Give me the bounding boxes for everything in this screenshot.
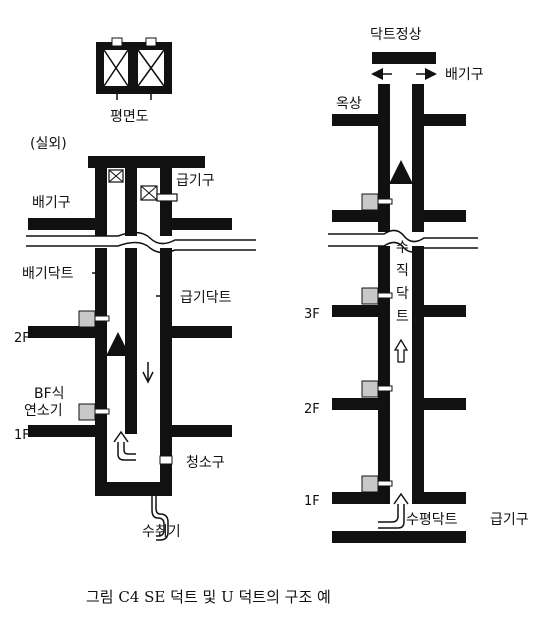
horizontal-duct-label: 수평닥트 bbox=[406, 512, 458, 528]
plan-view-diagram: 평면도 bbox=[96, 37, 172, 125]
cleanout-label: 청소구 bbox=[186, 455, 225, 471]
duct-top-label: 닥트정상 bbox=[370, 27, 422, 43]
exhaust-duct-outer-wall bbox=[95, 166, 107, 496]
duct-top-cap bbox=[88, 156, 205, 168]
vertical-duct-char-4: 트 bbox=[396, 309, 409, 325]
supply-inlet-pipe bbox=[156, 193, 178, 202]
vertical-duct-char-1: 수 bbox=[396, 240, 409, 256]
vertical-duct-char-3: 닥 bbox=[396, 286, 409, 302]
vertical-duct-char-2: 직 bbox=[396, 263, 409, 279]
floor-1f-label-left: 1F bbox=[14, 428, 30, 443]
ground-slab-right bbox=[332, 531, 466, 543]
floor-2f-label-right: 2F bbox=[304, 402, 320, 417]
outdoor-label: (실외) bbox=[30, 136, 67, 152]
vertical-duct-diagram: 닥트정상 배기구 옥상 수 직 닥 트 3F bbox=[304, 27, 529, 543]
duct-bottom bbox=[95, 482, 172, 496]
bf-heater-label-line2: 연소기 bbox=[24, 403, 63, 419]
supply-inlet-label-right: 급기구 bbox=[490, 512, 529, 528]
plan-view-label: 평면도 bbox=[110, 109, 149, 125]
duct-partition bbox=[125, 166, 137, 434]
supply-duct-outer-wall bbox=[160, 166, 172, 496]
supply-duct-label: 급기닥트 bbox=[180, 290, 232, 306]
exhaust-duct-label: 배기닥트 bbox=[22, 266, 74, 282]
figure-caption: 그림 C4 SE 덕트 및 U 덕트의 구조 예 bbox=[86, 588, 331, 606]
roof-label: 옥상 bbox=[336, 96, 362, 112]
exhaust-outlet-label: 배기구 bbox=[32, 195, 71, 211]
u-duct-diagram: (실외) 급기구 배기구 배기닥트 급기닥트 bbox=[14, 136, 256, 541]
duct-top-cap-right bbox=[372, 52, 436, 64]
floor-2f-label-left: 2F bbox=[14, 331, 30, 346]
floor-3f-label: 3F bbox=[304, 307, 320, 322]
floor-1f-label-right: 1F bbox=[304, 494, 320, 509]
supply-inlet-label: 급기구 bbox=[176, 173, 215, 189]
bf-heater-label-line1: BF식 bbox=[34, 386, 65, 402]
exhaust-outlet-label-right: 배기구 bbox=[445, 67, 484, 83]
vertical-duct-right-wall bbox=[412, 84, 424, 504]
drain-label: 수취기 bbox=[142, 524, 181, 540]
